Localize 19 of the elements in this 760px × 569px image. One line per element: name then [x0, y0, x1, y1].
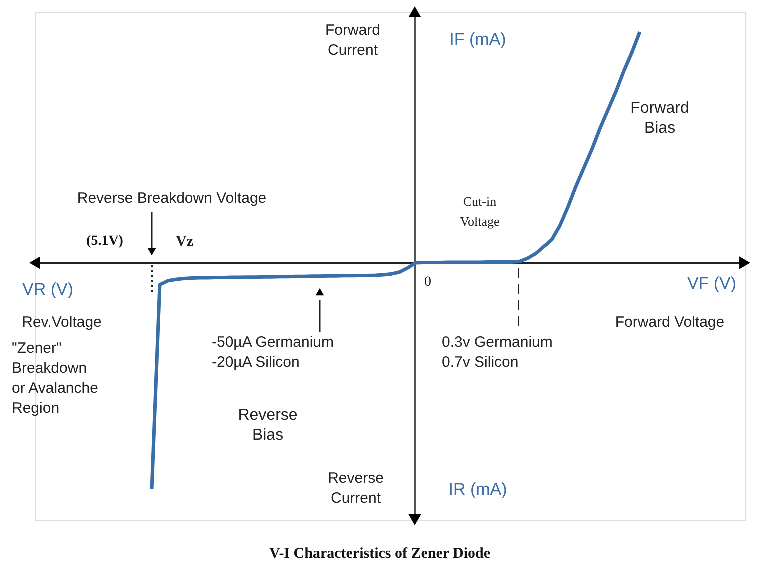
- annotation: IR (mA): [448, 480, 508, 499]
- text: V-I Characteristics of Zener Diode: [269, 546, 491, 562]
- text: (5.1V): [86, 234, 124, 249]
- annotation: 0: [424, 275, 432, 290]
- text: "Zener" Breakdown or Avalanche Region: [12, 340, 98, 417]
- annotation: Cut-in Voltage: [460, 194, 500, 229]
- annotation: 0.3v Germanium 0.7v Silicon: [442, 334, 553, 371]
- annotation: Forward Voltage: [615, 314, 725, 331]
- text: VR (V): [22, 280, 74, 299]
- y-axis-title: IF (mA): [450, 30, 506, 49]
- annotation: -50µA Germanium -20µA Silicon: [212, 334, 334, 371]
- annotation: Reverse Current: [328, 470, 384, 507]
- annotation: Forward Current: [325, 22, 381, 59]
- annotation: Reverse Bias: [238, 407, 298, 444]
- annotation: Vz: [176, 234, 194, 250]
- x-axis-title: VF (V): [687, 274, 737, 293]
- annotation: Forward Bias: [630, 100, 690, 137]
- text: Rev.Voltage: [22, 314, 102, 331]
- annotation: Reverse Breakdown Voltage: [77, 190, 267, 207]
